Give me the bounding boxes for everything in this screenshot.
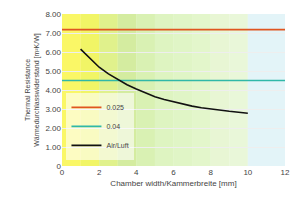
- svg-text:7.00: 7.00: [45, 29, 61, 38]
- svg-text:0: 0: [60, 168, 65, 177]
- svg-text:12: 12: [281, 168, 290, 177]
- svg-text:4.00: 4.00: [45, 86, 61, 95]
- svg-text:3.00: 3.00: [45, 105, 61, 114]
- svg-text:0.025: 0.025: [106, 104, 124, 111]
- svg-text:1.00: 1.00: [45, 143, 61, 152]
- svg-text:6: 6: [171, 168, 176, 177]
- svg-text:Chamber width/Kammerbreite [mm: Chamber width/Kammerbreite [mm]: [110, 179, 236, 188]
- svg-text:8.00: 8.00: [45, 10, 61, 19]
- svg-text:Air/Luft: Air/Luft: [106, 142, 128, 149]
- svg-text:0: 0: [57, 162, 62, 171]
- svg-text:0.04: 0.04: [106, 123, 120, 130]
- svg-text:5.00: 5.00: [45, 67, 61, 76]
- svg-text:6.00: 6.00: [45, 48, 61, 57]
- svg-text:8: 8: [208, 168, 213, 177]
- svg-text:2: 2: [97, 168, 102, 177]
- svg-text:4: 4: [134, 168, 139, 177]
- svg-text:10: 10: [243, 168, 252, 177]
- svg-text:Thermal ResistanceWärmedurchla: Thermal ResistanceWärmedurchlasswidersta…: [24, 33, 41, 147]
- svg-text:2.00: 2.00: [45, 124, 61, 133]
